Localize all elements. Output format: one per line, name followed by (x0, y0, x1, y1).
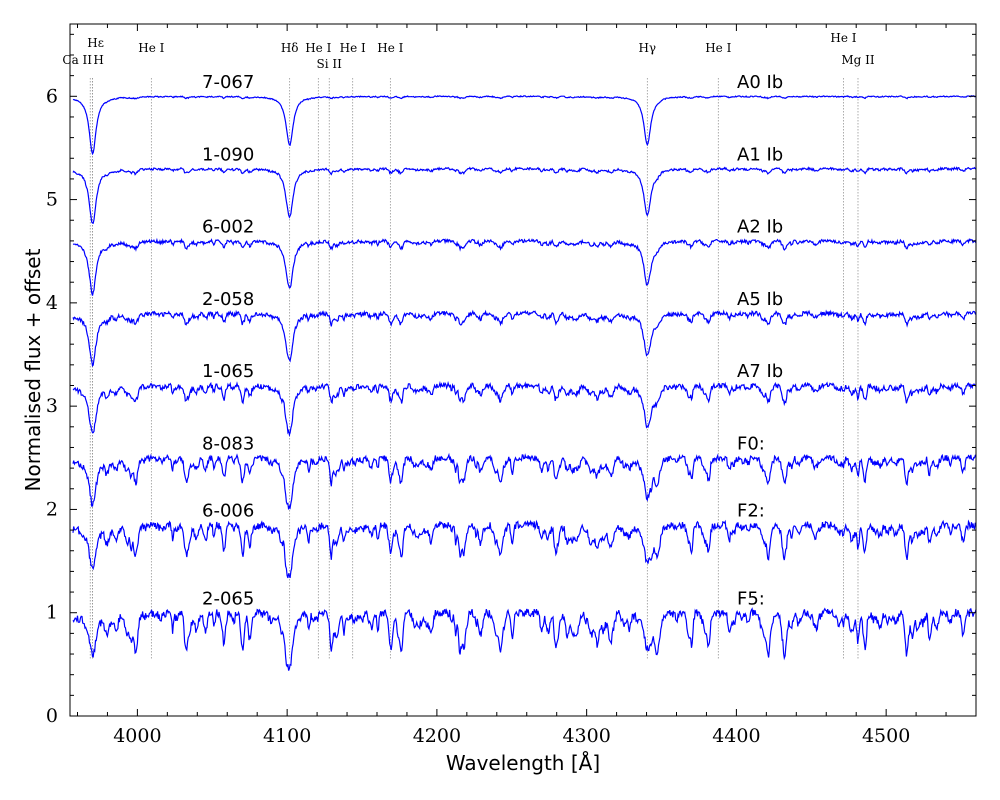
line-id-label: Hγ (638, 41, 656, 55)
series-name-label: 2-058 (202, 289, 254, 310)
spectrum-2-065 (72, 607, 977, 671)
series-sptype-label: A1 Ib (737, 144, 783, 165)
y-tick-label: 2 (46, 498, 58, 520)
x-axis: 4000 4100 4200 4300 4400 4500 (76, 24, 977, 747)
line-id-label: Si II (317, 57, 343, 71)
line-id-label: He I (340, 41, 366, 55)
spectrum-2-058 (72, 309, 977, 368)
y-axis: 0 1 2 3 4 5 6 (46, 33, 976, 727)
line-id-label: He I (305, 41, 331, 55)
y-tick-label: 6 (46, 85, 58, 107)
line-id-labels: Ca II Hε H He I Hδ He I Si II He I He I Hγ He I He … (62, 31, 874, 71)
x-tick-label: 4400 (712, 725, 760, 747)
series-name-label: 6-006 (202, 501, 254, 522)
plot-frame (69, 23, 977, 717)
series-sptype-label: F2: (737, 501, 765, 522)
spectrum-6-002 (72, 237, 977, 296)
series-sptype-label: F5: (737, 588, 765, 609)
series-sptype-label: A2 Ib (737, 217, 783, 238)
line-id-label: He I (377, 41, 403, 55)
series-name-label: 6-002 (202, 217, 254, 238)
x-tick-label: 4100 (263, 725, 311, 747)
series-labels: 7-067 A0 Ib 1-090 A1 Ib 6-002 A2 Ib 2-058 A5 Ib… (202, 72, 783, 609)
y-tick-label: 0 (46, 705, 58, 727)
series-name-label: 2-065 (202, 588, 254, 609)
y-tick-label: 1 (46, 602, 58, 624)
spectrum-6-006 (72, 519, 977, 579)
series-sptype-label: A7 Ib (737, 361, 783, 382)
spectrum-1-065 (72, 380, 977, 437)
line-id-label: He I (138, 41, 164, 55)
series-sptype-label: A0 Ib (737, 72, 783, 93)
line-id-label: He I (830, 31, 856, 45)
line-id-label: Hε (87, 36, 104, 50)
y-tick-label: 5 (46, 189, 58, 211)
line-id-label: Mg II (841, 53, 875, 67)
y-tick-label: 3 (46, 395, 58, 417)
series-name-label: 1-090 (202, 144, 254, 165)
y-axis-label: Normalised flux + offset (21, 248, 45, 491)
series-name-label: 1-065 (202, 361, 254, 382)
line-id-label: Ca II (62, 53, 92, 67)
spectra-series (72, 95, 977, 671)
series-name-label: 7-067 (202, 72, 254, 93)
line-id-label: H (93, 53, 103, 67)
spectrum-1-090 (72, 166, 977, 224)
line-id-label: He I (705, 41, 731, 55)
line-id-guides (89, 78, 859, 660)
spectrum-8-083 (72, 452, 977, 510)
series-sptype-label: A5 Ib (737, 289, 783, 310)
x-tick-label: 4500 (862, 725, 910, 747)
series-sptype-label: F0: (737, 434, 765, 455)
x-axis-label: Wavelength [Å] (446, 751, 600, 775)
x-tick-label: 4200 (413, 725, 461, 747)
x-tick-label: 4000 (113, 725, 161, 747)
line-id-label: Hδ (281, 41, 299, 55)
series-name-label: 8-083 (202, 434, 254, 455)
y-tick-label: 4 (46, 292, 58, 314)
spectrum-7-067 (72, 95, 976, 156)
x-tick-label: 4300 (562, 725, 610, 747)
